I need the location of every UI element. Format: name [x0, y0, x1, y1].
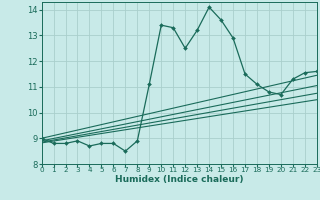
X-axis label: Humidex (Indice chaleur): Humidex (Indice chaleur)	[115, 175, 244, 184]
